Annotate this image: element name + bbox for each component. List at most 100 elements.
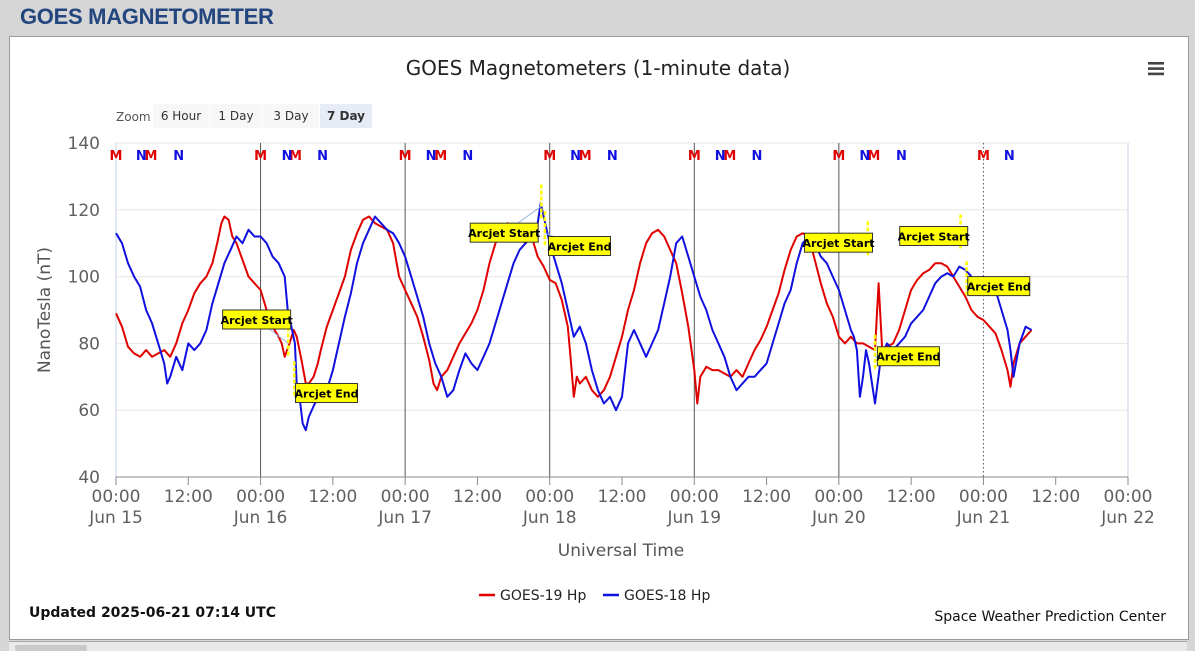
noon-marker: N — [1004, 149, 1015, 164]
x-tick-label: 00:00 — [92, 487, 141, 507]
zoom-button-label[interactable]: 6 Hour — [161, 109, 201, 123]
noon-marker: N — [282, 149, 293, 164]
annotation-label: Arcjet Start — [898, 231, 970, 244]
page-header: GOES MAGNETOMETER — [0, 0, 1195, 34]
annotation-box — [295, 382, 359, 403]
annotation-label: Arcjet Start — [802, 237, 874, 250]
annotation-label: Arcjet End — [548, 241, 612, 254]
annotation-label: Arcjet End — [967, 281, 1031, 294]
annotation-box — [804, 232, 874, 253]
y-axis-label: NanoTesla (nT) — [35, 247, 55, 373]
y-tick-label: 60 — [78, 401, 100, 421]
x-tick-label: 12:00 — [164, 487, 213, 507]
x-tick-label: 00:00 — [1104, 487, 1153, 507]
zoom-button-background[interactable] — [153, 104, 209, 128]
midnight-marker: M — [832, 149, 845, 164]
zoom-button-7-day[interactable]: 7 Day — [320, 104, 372, 128]
midnight-marker: M — [543, 149, 556, 164]
noon-marker: N — [607, 149, 618, 164]
scrollbar-thumb[interactable] — [15, 645, 87, 651]
legend-item-goes-19-hp[interactable]: GOES-19 Hp — [479, 588, 586, 604]
midnight-marker: M — [867, 149, 880, 164]
noon-marker: N — [462, 149, 473, 164]
annotation-label: Arcjet Start — [468, 227, 540, 240]
midnight-marker: M — [723, 149, 736, 164]
zoom-button-label[interactable]: 1 Day — [218, 109, 253, 123]
zoom-button-label[interactable]: 3 Day — [273, 109, 308, 123]
midnight-marker: M — [144, 149, 157, 164]
zoom-label: Zoom — [116, 110, 151, 124]
annotation-label: Arcjet End — [876, 351, 940, 364]
noon-marker: N — [715, 149, 726, 164]
annotation-box — [469, 222, 539, 243]
y-tick-label: 80 — [78, 334, 100, 354]
noon-marker: N — [426, 149, 437, 164]
midnight-marker: M — [579, 149, 592, 164]
noon-marker: N — [751, 149, 762, 164]
x-tick-label: 00:00 — [814, 487, 863, 507]
x-axis-label: Universal Time — [558, 541, 684, 561]
horizontal-scrollbar[interactable] — [9, 641, 1187, 651]
x-tick-date-label: Jun 22 — [1100, 508, 1155, 528]
midnight-marker: M — [399, 149, 412, 164]
hamburger-menu-icon[interactable] — [1144, 58, 1168, 80]
zoom-button-background[interactable] — [263, 104, 319, 128]
x-tick-label: 12:00 — [742, 487, 791, 507]
zoom-button-1-day[interactable]: 1 Day — [210, 104, 262, 128]
noon-marker: N — [570, 149, 581, 164]
zoom-button-label[interactable]: 7 Day — [327, 109, 365, 123]
x-tick-label: 12:00 — [1031, 487, 1080, 507]
zoom-button-background[interactable] — [320, 104, 372, 128]
x-tick-label: 12:00 — [453, 487, 502, 507]
x-tick-date-label: Jun 20 — [811, 508, 866, 528]
zoom-button-3-day[interactable]: 3 Day — [263, 104, 319, 128]
noon-marker: N — [173, 149, 184, 164]
annotation-box — [548, 236, 612, 257]
updated-timestamp: Updated 2025-06-21 07:14 UTC — [29, 605, 276, 621]
zoom-buttons: 6 Hour 1 Day 3 Day 7 Day — [153, 104, 372, 128]
page-title: GOES MAGNETOMETER — [20, 4, 274, 29]
x-tick-date-label: Jun 17 — [377, 508, 432, 528]
midnight-marker: M — [434, 149, 447, 164]
x-tick-label: 12:00 — [308, 487, 357, 507]
series-goes18-line — [115, 202, 1033, 432]
midnight-marker: M — [289, 149, 302, 164]
x-tick-label: 12:00 — [887, 487, 936, 507]
chart-title: GOES Magnetometers (1-minute data) — [406, 56, 791, 80]
x-tick-date-label: Jun 16 — [233, 508, 288, 528]
noon-marker: N — [896, 149, 907, 164]
zoom-button-background[interactable] — [210, 104, 262, 128]
x-tick-date-label: Jun 18 — [522, 508, 577, 528]
annotation-box — [222, 309, 292, 330]
legend-item-goes-18-hp[interactable]: GOES-18 Hp — [603, 588, 710, 604]
zoom-button-6-hour[interactable]: 6 Hour — [153, 104, 209, 128]
x-tick-label: 00:00 — [381, 487, 430, 507]
annotation-box — [967, 276, 1031, 297]
x-tick-label: 00:00 — [525, 487, 574, 507]
legend: GOES-19 Hp GOES-18 Hp — [479, 588, 710, 604]
midnight-marker: M — [110, 149, 123, 164]
x-tick-label: 00:00 — [959, 487, 1008, 507]
credit-text: Space Weather Prediction Center — [934, 609, 1166, 625]
annotation-box — [899, 226, 969, 246]
noon-midnight-markers: M M M M M M M M M M M M MN N N N N N N N N N N N N — [110, 149, 1015, 164]
midnight-marker: M — [688, 149, 701, 164]
x-tick-date-label: Jun 19 — [666, 508, 721, 528]
midnight-marker: M — [977, 149, 990, 164]
x-tick-label: 12:00 — [598, 487, 647, 507]
legend-label[interactable]: GOES-19 Hp — [500, 588, 586, 604]
annotation-label: Arcjet Start — [221, 314, 293, 327]
x-tick-label: 00:00 — [670, 487, 719, 507]
annotation-box — [876, 346, 940, 367]
y-tick-label: 40 — [78, 468, 100, 488]
noon-marker: N — [317, 149, 328, 164]
x-tick-date-label: Jun 15 — [88, 508, 143, 528]
y-tick-label: 140 — [68, 134, 100, 154]
arcjet-annotations: Arcjet Start Arcjet End Arcjet Start Arcjet… — [221, 184, 1031, 403]
x-tick-label: 00:00 — [236, 487, 285, 507]
legend-label[interactable]: GOES-18 Hp — [624, 588, 710, 604]
noon-marker: N — [136, 149, 147, 164]
midnight-marker: M — [254, 149, 267, 164]
